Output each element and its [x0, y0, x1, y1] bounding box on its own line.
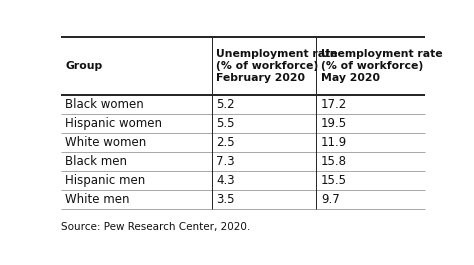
Text: 19.5: 19.5 — [321, 117, 347, 130]
Text: 7.3: 7.3 — [216, 155, 235, 168]
Text: 9.7: 9.7 — [321, 193, 339, 206]
Text: 15.5: 15.5 — [321, 174, 347, 187]
Text: 4.3: 4.3 — [216, 174, 235, 187]
Text: White women: White women — [65, 136, 147, 149]
Text: 3.5: 3.5 — [216, 193, 235, 206]
Text: 15.8: 15.8 — [321, 155, 347, 168]
Text: Unemployment rate
(% of workforce)
May 2020: Unemployment rate (% of workforce) May 2… — [321, 49, 442, 83]
Text: 5.5: 5.5 — [216, 117, 235, 130]
Text: 11.9: 11.9 — [321, 136, 347, 149]
Text: Black men: Black men — [65, 155, 128, 168]
Text: Black women: Black women — [65, 98, 144, 111]
Text: White men: White men — [65, 193, 130, 206]
Text: 2.5: 2.5 — [216, 136, 235, 149]
Text: 17.2: 17.2 — [321, 98, 347, 111]
Text: Unemployment rate
(% of workforce)
February 2020: Unemployment rate (% of workforce) Febru… — [216, 49, 338, 83]
Text: 5.2: 5.2 — [216, 98, 235, 111]
Text: Source: Pew Research Center, 2020.: Source: Pew Research Center, 2020. — [61, 222, 250, 232]
Text: Hispanic men: Hispanic men — [65, 174, 146, 187]
Text: Group: Group — [65, 61, 103, 71]
Text: Hispanic women: Hispanic women — [65, 117, 163, 130]
